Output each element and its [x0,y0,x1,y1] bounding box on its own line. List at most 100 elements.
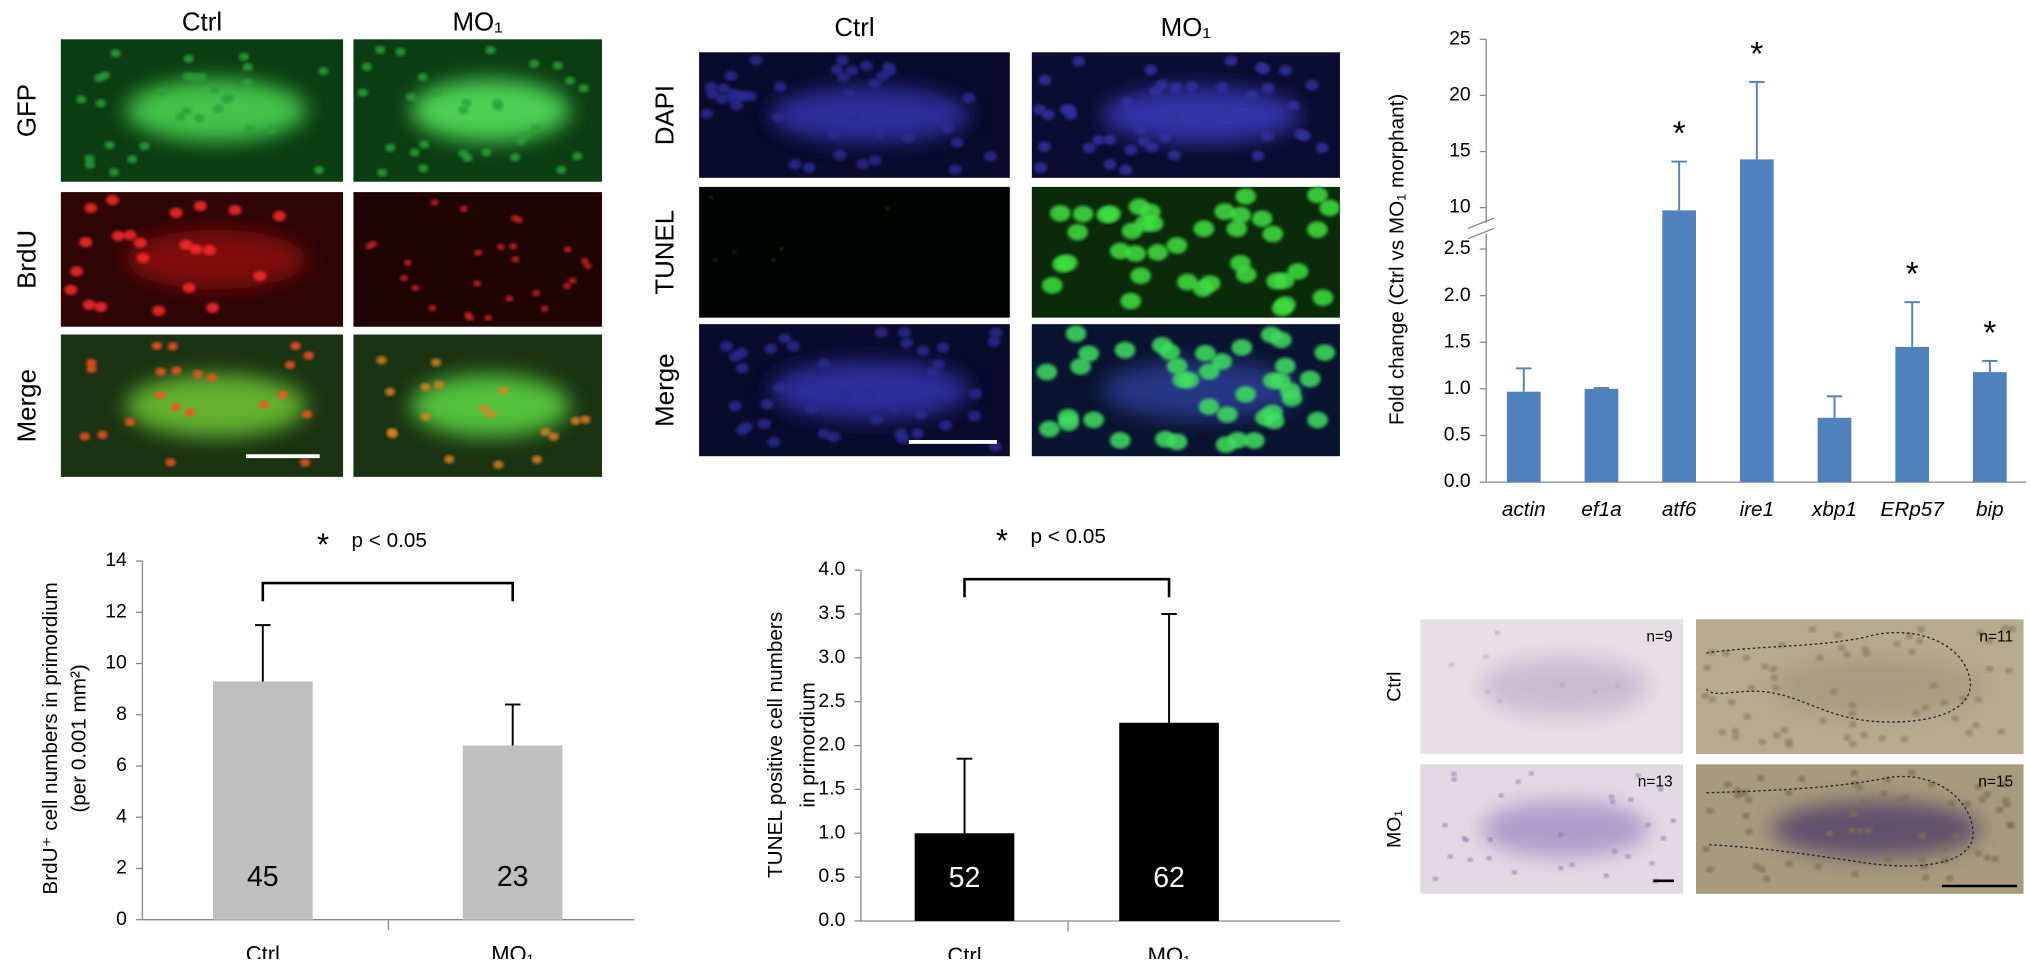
image-spot [1130,267,1151,285]
image-spot [520,131,532,140]
image-spot [1963,800,1972,808]
image-spot [444,455,455,464]
image-spot [1569,862,1575,867]
image-spot [409,148,420,157]
image-spot [1702,846,1710,853]
image-spot [253,270,267,282]
image-spot [1114,341,1136,359]
y-axis-label: Fold change (Ctrl vs MO₁ morphant) [1386,94,1409,425]
image-spot [1848,721,1857,728]
image-spot [1497,698,1503,703]
image-spot [1859,798,1868,806]
image-spot [1306,221,1328,238]
image-spot [189,244,203,255]
sample-count: n=11 [1979,629,2013,646]
image-spot [179,239,193,250]
image-spot [2008,625,2016,633]
image-spot [717,83,731,94]
image-spot [127,155,138,164]
image-blob [1771,800,1981,858]
image-spot [418,164,429,173]
image-spot [856,158,870,169]
image-spot [431,88,442,97]
image-spot [786,341,800,352]
image-spot [417,72,428,82]
image-spot [1762,875,1771,882]
image-spot [773,383,787,394]
image-spot [1837,645,1846,652]
image-spot [1705,807,1714,814]
image-spot [1628,797,1634,802]
image-spot [1484,689,1491,694]
image-spot [1119,164,1133,176]
image-spot [1511,870,1518,875]
image-spot [1307,186,1328,204]
image-spot [1166,433,1188,451]
image-spot [1467,857,1473,862]
image-spot [1200,119,1214,131]
y-tick-label: 3.0 [818,646,845,668]
image-spot [1558,866,1564,871]
y-tick-label: 0.5 [818,865,845,887]
image-spot [779,247,784,251]
image-spot [778,333,792,344]
image-spot [1211,353,1233,370]
image-spot [1972,722,1980,729]
comparison-mark: * [996,523,1008,558]
image-spot [1635,773,1641,778]
image-spot [1298,130,1312,142]
image-spot [2007,822,2015,829]
image-spot [1270,372,1291,390]
bar [1119,722,1219,921]
axis-break [1467,217,1495,229]
image-spot [108,167,120,177]
image-spot [730,100,744,111]
image-spot [749,55,763,66]
image-blob [410,79,570,142]
image-spot [478,405,490,414]
image-spot [1918,832,1927,839]
image-spot [1985,637,1994,645]
image-spot [1756,774,1765,782]
image-spot [318,66,329,76]
y-tick-label: 0.5 [1444,424,1471,446]
image-spot [1921,704,1930,711]
image-spot [1883,856,1892,863]
image-spot [182,282,196,294]
image-spot [882,61,896,73]
image-spot [1299,370,1321,388]
image-spot [1983,791,1991,798]
image-spot [492,102,504,111]
bar [1895,346,1930,483]
image-spot [376,356,387,365]
image-spot [1072,56,1086,67]
image-spot [1486,855,1492,861]
x-tick-label: MO₁ [491,942,534,959]
image-spot [1072,205,1094,223]
image-spot [1834,631,1842,639]
image-spot [1314,344,1336,361]
image-spot [428,304,437,312]
y-tick-label: 2.0 [818,734,845,756]
image-spot [97,430,108,439]
x-tick-label: ef1a [1581,498,1621,521]
image-spot [1560,683,1566,688]
image-spot [1214,203,1236,220]
micrograph [60,39,344,182]
image-spot [1058,414,1079,431]
image-spot [948,164,962,175]
image-spot [86,358,97,368]
image-spot [760,399,774,410]
row-label: TUNEL [652,210,680,295]
image-spot [773,81,787,93]
image-spot [562,282,571,289]
image-spot [1849,811,1858,818]
image-spot [1273,272,1295,290]
micrograph [1420,764,1684,894]
image-spot [395,47,406,56]
image-spot [175,112,186,122]
column-label: MO₁ [1161,14,1212,42]
image-spot [1908,648,1916,655]
image-spot [1463,838,1470,843]
